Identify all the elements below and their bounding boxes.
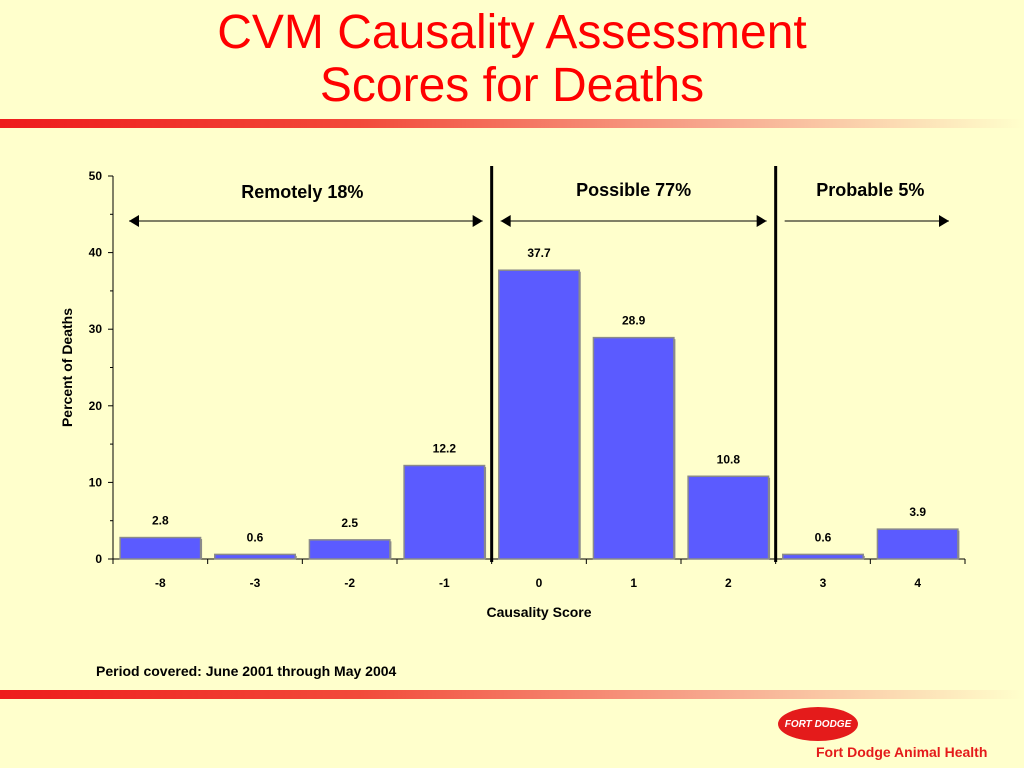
data-label: 10.8	[717, 452, 741, 466]
bar	[119, 536, 202, 560]
x-tick-label: 1	[630, 576, 637, 590]
x-tick-label: 0	[536, 576, 543, 590]
slide-title: CVM Causality Assessment Scores for Deat…	[0, 6, 1024, 112]
bar	[214, 553, 296, 560]
company-name: Fort Dodge Animal Health	[816, 744, 988, 760]
logo-oval: FORT DODGE	[778, 707, 858, 741]
y-axis-title: Percent of Deaths	[59, 308, 75, 427]
x-tick-label: 2	[725, 576, 732, 590]
data-label: 28.9	[622, 314, 646, 328]
logo-text: FORT DODGE	[784, 718, 852, 730]
top-gradient-band	[0, 119, 1024, 128]
fort-dodge-logo: FORT DODGE	[778, 707, 858, 741]
data-label: 37.7	[527, 246, 551, 260]
bottom-gradient-band	[0, 690, 1024, 699]
y-tick-label: 50	[89, 169, 103, 183]
y-tick-label: 20	[89, 399, 103, 413]
arrowhead	[472, 215, 483, 227]
x-axis-title: Causality Score	[486, 604, 591, 620]
y-tick-label: 10	[89, 475, 103, 489]
title-line-2: Scores for Deaths	[319, 59, 705, 112]
data-label: 2.8	[152, 514, 169, 528]
x-tick-label: -3	[250, 576, 261, 590]
group-label: Possible 77%	[576, 180, 691, 200]
y-tick-label: 40	[89, 246, 103, 260]
bar	[687, 475, 770, 560]
group-label: Probable 5%	[816, 180, 924, 200]
title-line-1: CVM Causality Assessment	[217, 6, 807, 59]
x-tick-label: -2	[344, 576, 355, 590]
y-tick-label: 30	[89, 322, 103, 336]
bar	[592, 336, 675, 560]
arrowhead	[129, 215, 139, 227]
group-label: Remotely 18%	[241, 182, 363, 202]
arrowhead	[939, 215, 949, 227]
x-tick-label: -8	[155, 576, 166, 590]
x-tick-label: 4	[914, 576, 921, 590]
x-tick-label: 3	[820, 576, 827, 590]
bar	[876, 528, 959, 560]
bar	[403, 464, 486, 560]
bar	[782, 553, 864, 560]
data-label: 12.2	[433, 442, 457, 456]
arrowhead	[500, 215, 511, 227]
data-label: 0.6	[815, 530, 832, 544]
arrowhead	[756, 215, 767, 227]
footnote: Period covered: June 2001 through May 20…	[96, 663, 397, 679]
y-tick-label: 0	[95, 552, 102, 566]
bar	[308, 539, 391, 560]
bar	[498, 269, 580, 560]
data-label: 2.5	[341, 516, 358, 530]
x-tick-label: -1	[439, 576, 450, 590]
data-label: 0.6	[247, 530, 264, 544]
data-label: 3.9	[909, 505, 926, 519]
